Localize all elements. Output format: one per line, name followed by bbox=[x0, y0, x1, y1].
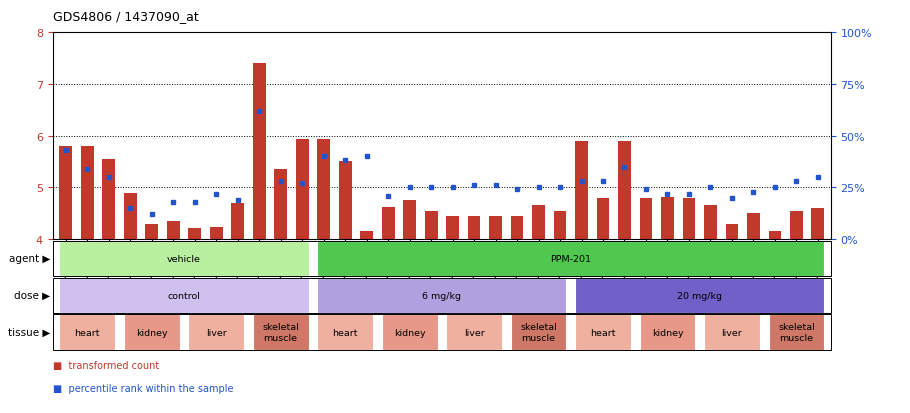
Text: skeletal
muscle: skeletal muscle bbox=[262, 323, 299, 342]
Text: kidney: kidney bbox=[394, 328, 425, 337]
Text: heart: heart bbox=[75, 328, 100, 337]
Bar bbox=[511, 216, 523, 240]
Bar bbox=[209, 228, 223, 240]
Bar bbox=[468, 216, 480, 240]
Bar bbox=[188, 228, 201, 240]
Bar bbox=[575, 141, 588, 240]
Bar bbox=[124, 193, 136, 240]
Bar bbox=[532, 206, 545, 240]
Text: liver: liver bbox=[206, 328, 227, 337]
Bar bbox=[661, 197, 674, 240]
Bar bbox=[725, 224, 738, 240]
Text: 6 mg/kg: 6 mg/kg bbox=[422, 291, 461, 300]
Text: kidney: kidney bbox=[136, 328, 167, 337]
Bar bbox=[81, 147, 94, 240]
Text: liver: liver bbox=[722, 328, 743, 337]
Bar bbox=[296, 140, 308, 240]
Text: skeletal
muscle: skeletal muscle bbox=[778, 323, 814, 342]
Bar bbox=[446, 216, 459, 240]
Bar bbox=[747, 214, 760, 240]
Text: heart: heart bbox=[332, 328, 358, 337]
Bar bbox=[597, 198, 610, 240]
Text: liver: liver bbox=[464, 328, 484, 337]
Text: 20 mg/kg: 20 mg/kg bbox=[677, 291, 723, 300]
Bar bbox=[146, 224, 158, 240]
Bar bbox=[231, 204, 244, 240]
Text: ■  transformed count: ■ transformed count bbox=[53, 360, 159, 370]
Bar bbox=[339, 162, 351, 240]
Text: vehicle: vehicle bbox=[167, 254, 201, 263]
Bar bbox=[682, 198, 695, 240]
Bar bbox=[360, 232, 373, 240]
Bar bbox=[403, 201, 416, 240]
Bar bbox=[769, 232, 782, 240]
Text: control: control bbox=[167, 291, 200, 300]
Bar bbox=[618, 141, 631, 240]
Bar bbox=[274, 170, 287, 240]
Bar bbox=[704, 206, 717, 240]
Bar bbox=[318, 140, 330, 240]
Text: kidney: kidney bbox=[652, 328, 683, 337]
Bar bbox=[102, 159, 115, 240]
Text: GDS4806 / 1437090_at: GDS4806 / 1437090_at bbox=[53, 10, 198, 23]
Bar bbox=[790, 211, 803, 240]
Bar bbox=[812, 209, 824, 240]
Bar bbox=[59, 147, 72, 240]
Text: agent ▶: agent ▶ bbox=[9, 254, 50, 264]
Bar bbox=[425, 211, 438, 240]
Text: ■  percentile rank within the sample: ■ percentile rank within the sample bbox=[53, 383, 233, 393]
Text: heart: heart bbox=[591, 328, 616, 337]
Bar bbox=[167, 221, 179, 240]
Text: tissue ▶: tissue ▶ bbox=[7, 327, 50, 337]
Text: PPM-201: PPM-201 bbox=[551, 254, 592, 263]
Bar bbox=[253, 64, 266, 240]
Bar bbox=[489, 216, 502, 240]
Bar bbox=[553, 211, 566, 240]
Text: dose ▶: dose ▶ bbox=[14, 290, 50, 301]
Text: skeletal
muscle: skeletal muscle bbox=[521, 323, 557, 342]
Bar bbox=[640, 198, 652, 240]
Bar bbox=[381, 207, 395, 240]
